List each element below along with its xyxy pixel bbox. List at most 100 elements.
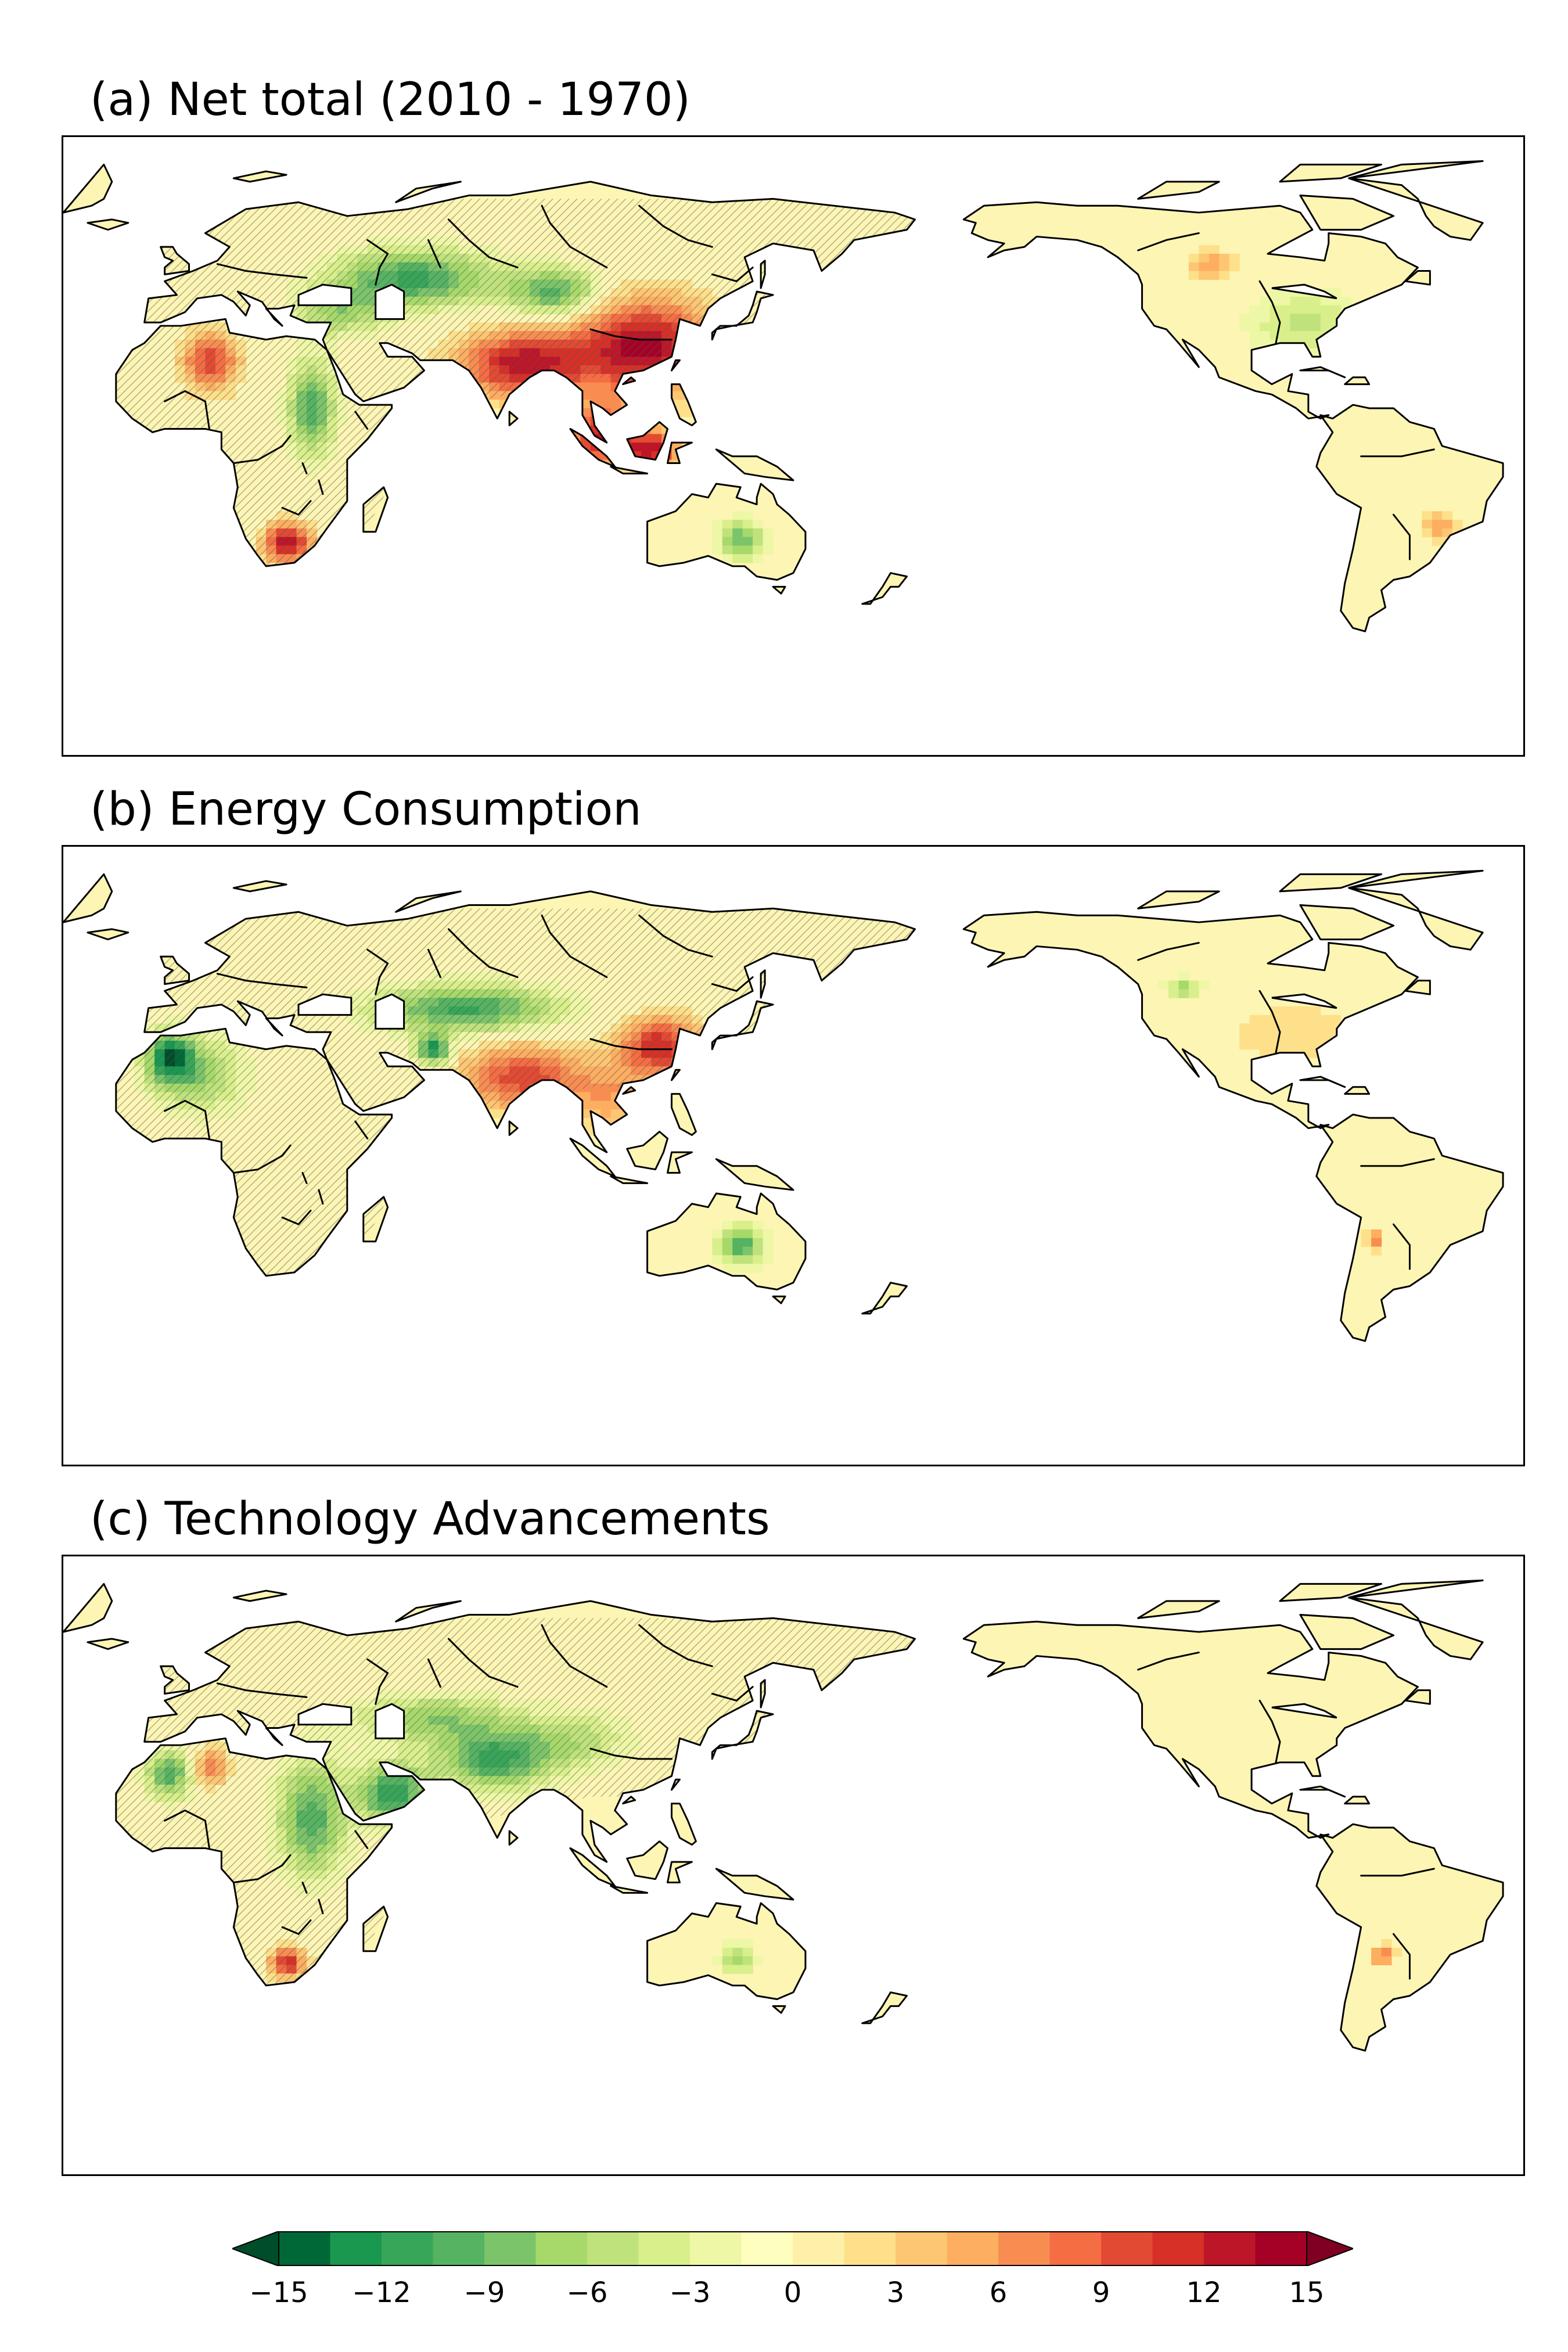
anomaly-cell [681, 1066, 693, 1076]
river [1360, 448, 1435, 458]
anomaly-cell [1310, 1049, 1321, 1059]
anomaly-cell [1330, 331, 1342, 340]
anomaly-cell [1310, 339, 1321, 349]
anomaly-cell [1300, 1032, 1311, 1041]
anomaly-cell [702, 1041, 713, 1050]
coastline-namerica [962, 1620, 1419, 1839]
anomaly-cell [1300, 314, 1311, 323]
anomaly-cell [722, 1246, 733, 1256]
river [589, 1038, 672, 1051]
anomaly-cell [641, 1083, 652, 1093]
anomaly-cell [550, 425, 561, 434]
colorbar-segment [1204, 2231, 1256, 2266]
colorbar-segment [1049, 2231, 1102, 2266]
coastline-australia [646, 483, 807, 581]
anomaly-cell [1300, 331, 1311, 340]
anomaly-cell [681, 451, 693, 461]
lake [1271, 993, 1337, 1009]
anomaly-cell [509, 400, 520, 409]
anomaly-cell [702, 339, 713, 349]
anomaly-cell [692, 357, 703, 366]
anomaly-cell [519, 408, 530, 418]
anomaly-cell [1330, 305, 1342, 315]
colorbar-segment [433, 2231, 485, 2266]
coastline-africa [115, 318, 393, 567]
coastline-java [610, 1175, 649, 1184]
anomaly-cell [600, 1101, 612, 1110]
coastline-philippines [671, 1093, 697, 1136]
river [1360, 1158, 1435, 1167]
coastline-eurasia [143, 1600, 916, 1863]
anomaly-cell [712, 1956, 723, 1966]
anomaly-cell [550, 400, 561, 409]
river [318, 1898, 324, 1915]
anomaly-cell [651, 1083, 662, 1093]
coastline-borneo [626, 1131, 669, 1171]
anomaly-cell [590, 459, 601, 469]
anomaly-cell [753, 520, 764, 529]
anomaly-cell [570, 1092, 581, 1102]
anomaly-cell [621, 408, 632, 418]
anomaly-cell [1249, 1041, 1260, 1050]
river [301, 1172, 308, 1184]
river [366, 239, 389, 286]
anomaly-cell [600, 416, 612, 426]
coastline-sakhalin [760, 260, 766, 289]
map-panel-c [62, 1555, 1525, 2176]
coastline-novaya [395, 890, 462, 913]
anomaly-cell [732, 339, 743, 349]
anomaly-cell [732, 348, 743, 357]
anomaly-cell [641, 400, 652, 409]
anomaly-cell [641, 391, 652, 400]
anomaly-cell [702, 400, 713, 409]
anomaly-cell [1280, 1015, 1291, 1024]
anomaly-cell [600, 408, 612, 418]
anomaly-cell [1330, 1015, 1342, 1024]
anomaly-cell [732, 528, 743, 538]
coastline-ellesmere [1279, 163, 1383, 183]
coastline-africa [115, 1737, 393, 1987]
anomaly-cell [590, 1092, 601, 1102]
anomaly-cell [661, 391, 672, 400]
anomaly-cell [1188, 262, 1199, 272]
anomaly-cell [1260, 1015, 1271, 1024]
coastline-newguinea [715, 1158, 794, 1191]
colorbar-segment [741, 2231, 793, 2266]
anomaly-cell [448, 1101, 459, 1110]
anomaly-cell [1300, 1041, 1311, 1050]
coastline-gb [160, 955, 190, 985]
lake [375, 993, 405, 1030]
anomaly-cell [1168, 980, 1179, 990]
anomaly-cell [1442, 511, 1453, 520]
anomaly-cell [469, 1101, 480, 1110]
anomaly-cell [550, 1101, 561, 1110]
anomaly-cell [712, 1255, 723, 1264]
coastline-australia [646, 1192, 807, 1290]
anomaly-cell [1422, 520, 1433, 529]
anomaly-cell [1340, 296, 1351, 306]
anomaly-cell [1290, 1032, 1301, 1041]
coastline-australia [646, 1902, 807, 2000]
anomaly-cell [1310, 1032, 1321, 1041]
anomaly-cell [681, 339, 693, 349]
anomaly-cell [469, 1109, 480, 1119]
anomaly-cell [641, 1109, 652, 1119]
river [281, 1210, 312, 1226]
anomaly-cell [1290, 348, 1301, 357]
anomaly-cell [1280, 314, 1291, 323]
anomaly-cell [540, 373, 551, 383]
anomaly-cell [560, 1101, 571, 1110]
coastline-madagascar [362, 1905, 389, 1952]
anomaly-cell [651, 1101, 662, 1110]
colorbar-segment [330, 2231, 382, 2266]
anomaly-cell [722, 1965, 733, 1974]
anomaly-cell [681, 408, 693, 418]
coastline-newfoundland [1404, 980, 1431, 995]
colorbar-segment [690, 2231, 742, 2266]
anomaly-cell [671, 373, 682, 383]
anomaly-cell [753, 1255, 764, 1264]
anomaly-cell [742, 528, 753, 538]
anomaly-cell [458, 1092, 469, 1102]
coastline-greenland [63, 869, 1484, 951]
anomaly-cell [1239, 1023, 1250, 1033]
